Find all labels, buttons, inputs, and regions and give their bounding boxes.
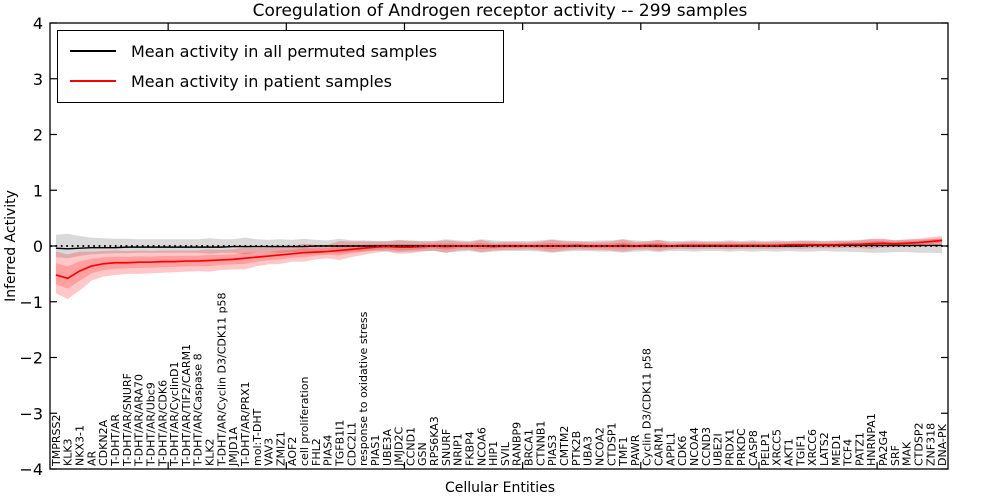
y-tick-label: −2 [19,349,43,368]
x-category-label: TGIF1 [794,434,807,467]
x-axis-label: Cellular Entities [444,480,556,496]
y-tick-label: 4 [33,14,43,33]
x-category-label: Cyclin D3/CDK11 p58 [641,348,654,466]
x-category-label: CMTM2 [558,426,571,466]
x-category-label: BRCA1 [523,429,536,466]
x-category-label: MAK [901,441,914,466]
x-category-label: T-DHT/AR/CDK6 [156,380,169,467]
x-category-label: XRCC5 [771,429,784,466]
x-category-label: cell proliferation [298,376,311,466]
x-category-label: NKX3-1 [74,425,87,466]
x-category-label: AKT1 [782,438,795,466]
x-category-label: PELP1 [759,433,772,466]
x-category-label: T-DHT/AR/Ubc9 [144,382,157,467]
x-category-label: mol:T-DHT [251,408,264,466]
x-category-label: CDC2L1 [345,422,358,466]
x-category-label: T-DHT/AR/SNURF [121,373,134,467]
x-category-label: CCND1 [404,427,417,466]
y-tick-label: 1 [33,181,43,200]
x-category-label: JMJD1A [227,427,240,467]
chart-title: Coregulation of Androgen receptor activi… [252,1,748,21]
x-category-label: PRDX1 [723,429,736,466]
x-category-label: UBE3A [381,428,394,466]
x-category-label: T-DHT/AR/TIF2/CARM1 [180,344,193,467]
y-tick-label: −3 [19,404,43,423]
x-category-label: MED1 [830,434,843,466]
x-category-label: response to oxidative stress [357,311,370,466]
x-category-label: AR [85,450,98,466]
x-category-label: CARM1 [653,427,666,466]
x-category-label: CTNNB1 [534,421,547,466]
x-category-label: TGFB1I1 [333,420,346,467]
x-category-label: APPL1 [664,432,677,466]
x-category-label: XRCC6 [806,429,819,466]
x-category-label: RANBP9 [511,422,524,466]
x-category-label: NCOA4 [688,427,701,466]
legend-line-permuted-swatch [70,50,116,52]
x-category-label: CDKN2A [97,419,110,466]
x-category-label: HNRNPA1 [865,413,878,466]
x-category-label: T-DHT/AR/ARA70 [133,374,146,467]
x-category-label: PRKDC [735,428,748,466]
x-category-label: T-DHT/AR/PRX1 [239,381,252,467]
x-category-label: CTDSP2 [912,423,925,466]
patient-band-core [55,238,943,289]
x-category-label: HIP1 [487,441,500,466]
x-category-label: JMJD2C [393,427,406,467]
x-category-label: VAV3 [263,438,276,466]
x-category-label: CTDSP1 [605,423,618,466]
x-category-label: ZMIZ1 [274,431,287,466]
x-category-label: NRIP1 [452,433,465,466]
x-category-label: T-DHT/AR/CyclinD1 [168,361,181,467]
x-category-label: CDK6 [676,436,689,466]
x-category-label: PTK2B [570,431,583,466]
x-category-label: KLK3 [62,438,75,466]
legend: Mean activity in all permuted samples Me… [57,30,504,103]
legend-label-permuted: Mean activity in all permuted samples [131,41,438,61]
x-category-label: FHL2 [310,438,323,466]
x-category-label: NCOA6 [475,427,488,466]
x-category-label: PIAS4 [322,435,335,466]
legend-line-patient-swatch [70,80,116,82]
x-category-label: T-DHT/AR/Caspase 8 [192,353,205,467]
x-category-label: UBE2I [712,433,725,466]
y-axis-label: Inferred Activity [3,190,19,302]
x-category-label: UBA3 [582,436,595,466]
y-tick-label: 2 [33,126,43,145]
x-category-label: PA2G4 [877,430,890,466]
x-category-label: SRF [889,445,902,466]
x-category-label: PAWR [629,434,642,466]
x-category-label: TMPRSS2 [50,415,63,467]
patient-band [55,235,943,299]
x-category-label: T-DHT/AR/Cyclin D3/CDK11 p58 [215,292,228,467]
legend-entry-permuted: Mean activity in all permuted samples [58,36,503,66]
x-category-label: CCND3 [700,427,713,466]
x-category-label: CASP8 [747,430,760,466]
y-tick-label: −4 [19,460,43,479]
y-tick-label: −1 [19,293,43,312]
legend-label-patient: Mean activity in patient samples [131,71,392,91]
x-category-label: PIAS1 [369,435,382,466]
x-category-label: FKBP4 [463,431,476,466]
x-category-label: SVIL [499,441,512,466]
x-category-label: PATZ1 [853,432,866,466]
x-category-label: T-DHT/AR [109,414,122,467]
x-category-label: DNA-PK [936,423,949,466]
x-category-label: NCOA2 [593,427,606,466]
y-tick-label: 0 [33,237,43,256]
x-category-label: RPS6KA3 [428,416,441,466]
x-category-label: LATS2 [818,432,831,466]
x-category-label: SNURF [440,429,453,466]
x-category-label: PIAS3 [546,435,559,466]
x-category-label: ZNF318 [924,423,937,466]
legend-entry-patient: Mean activity in patient samples [58,66,503,96]
x-category-label: KLK2 [204,438,217,466]
y-tick-label: 3 [33,70,43,89]
x-category-label: TCF4 [842,439,855,467]
x-category-label: AOF2 [286,437,299,466]
x-category-label: GSN [416,442,429,466]
x-category-label: TMF1 [617,436,630,467]
